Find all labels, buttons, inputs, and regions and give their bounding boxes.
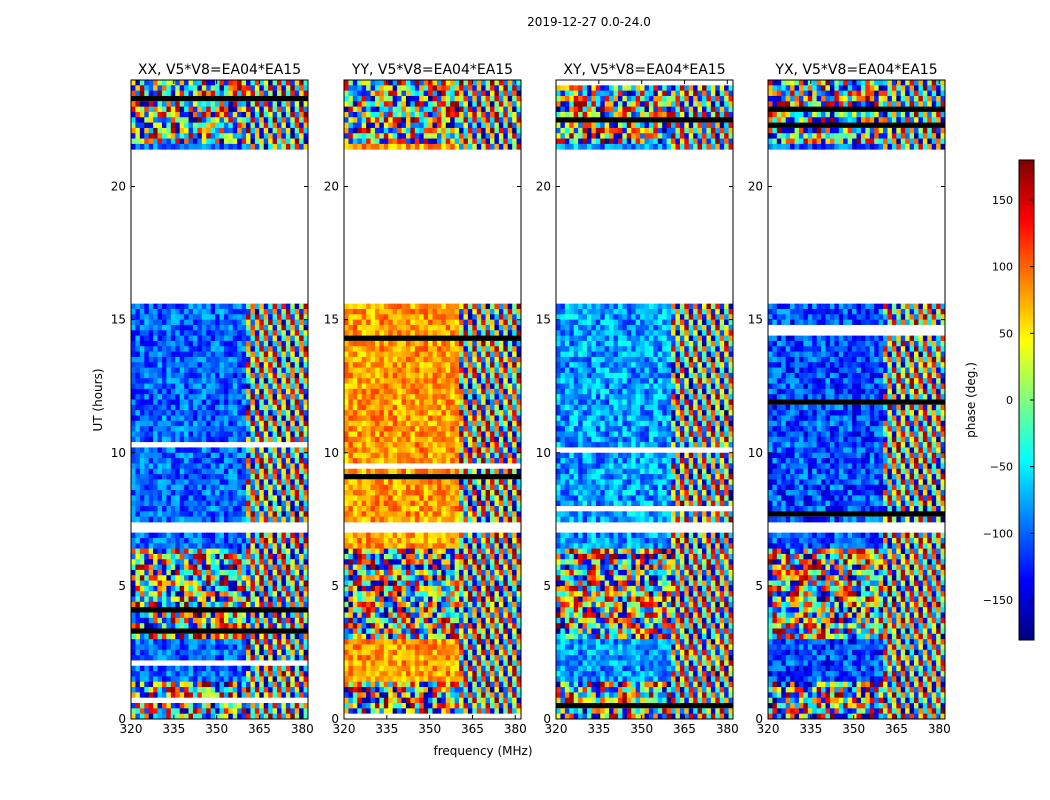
colorbar-tick-label: 0 [1006,394,1013,407]
y-axis-label: UT (hours) [91,368,105,431]
x-tick-label: 350 [205,722,228,736]
colorbar-label: phase (deg.) [964,362,978,438]
x-tick-label: 320 [333,722,356,736]
colorbar-tick-label: 100 [992,261,1013,274]
y-tick-label: 15 [111,313,126,327]
y-tick-label: 10 [536,446,551,460]
panel-title: XX, V5*V8=EA04*EA15 [138,62,301,78]
panel: YY, V5*V8=EA04*EA15 320 335 350 365 380 0 5 10 15… [324,62,527,736]
x-tick-label: 365 [248,722,271,736]
panel-title: YY, V5*V8=EA04*EA15 [351,62,513,78]
phase-image [556,80,733,719]
phase-image [131,80,308,719]
x-tick-label: 335 [587,722,610,736]
x-tick-label: 335 [162,722,185,736]
x-tick-label: 350 [418,722,441,736]
y-tick-label: 20 [324,180,339,194]
panels: XX, V5*V8=EA04*EA15 320 335 350 365 380 0 5 10 15… [111,62,951,736]
x-tick-label: 380 [504,722,527,736]
x-tick-label: 380 [928,722,951,736]
y-tick-label: 20 [536,180,551,194]
x-tick-label: 380 [716,722,739,736]
panel-frame [343,79,522,720]
x-tick-label: 335 [375,722,398,736]
panel-title: XY, V5*V8=EA04*EA15 [563,62,725,78]
panel: XX, V5*V8=EA04*EA15 320 335 350 365 380 0 5 10 15… [111,62,314,736]
y-tick-label: 5 [755,579,763,593]
y-tick-label: 20 [748,180,763,194]
phase-image [768,80,945,719]
x-tick-label: 365 [461,722,484,736]
x-tick-label: 320 [545,722,568,736]
y-tick-label: 5 [118,579,126,593]
x-tick-label: 335 [799,722,822,736]
y-tick-label: 5 [331,579,339,593]
colorbar-tick-label: 150 [992,194,1013,207]
x-tick-label: 320 [120,722,143,736]
colorbar-tick-label: 50 [999,327,1013,340]
panel: YX, V5*V8=EA04*EA15 320 335 350 365 380 0 5 10 15… [748,62,951,736]
y-tick-label: 5 [543,579,551,593]
y-tick-label: 0 [118,712,126,726]
colorbar-tick-label: −100 [983,527,1013,540]
panel-frame [767,79,946,720]
x-tick-label: 350 [630,722,653,736]
y-tick-label: 10 [324,446,339,460]
y-tick-label: 15 [536,313,551,327]
colorbar-tick-label: −50 [990,461,1013,474]
y-tick-label: 15 [748,313,763,327]
y-tick-label: 0 [331,712,339,726]
y-tick-label: 0 [755,712,763,726]
x-tick-label: 380 [291,722,314,736]
x-tick-label: 350 [842,722,865,736]
colorbar-ticks: 150 100 50 0 −50 −100 −150 [983,194,1034,607]
y-tick-label: 10 [111,446,126,460]
x-tick-label: 320 [757,722,780,736]
panel-frame [555,79,734,720]
colorbar: 150 100 50 0 −50 −100 −150 phase (deg.) [964,159,1035,641]
x-tick-label: 365 [885,722,908,736]
panel-frame [130,79,309,720]
figure-title: 2019-12-27 0.0-24.0 [527,15,651,29]
y-tick-label: 15 [324,313,339,327]
panel-title: YX, V5*V8=EA04*EA15 [774,62,937,78]
y-tick-label: 20 [111,180,126,194]
y-tick-label: 10 [748,446,763,460]
phase-image [344,80,521,719]
colorbar-tick-label: −150 [983,594,1013,607]
x-axis-label: frequency (MHz) [433,744,532,758]
x-tick-label: 365 [673,722,696,736]
y-tick-label: 0 [543,712,551,726]
panel: XY, V5*V8=EA04*EA15 320 335 350 365 380 0 5 10 15… [536,62,739,736]
